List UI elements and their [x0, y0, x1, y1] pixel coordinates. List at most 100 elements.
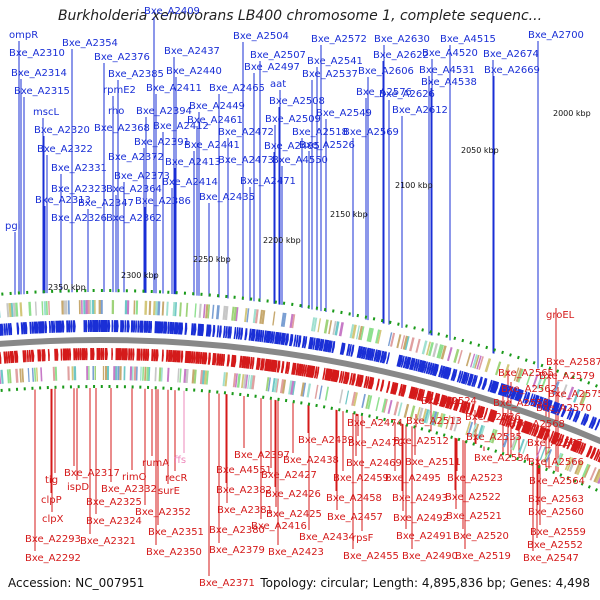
- gene-feature: [313, 366, 318, 379]
- gene-feature: [87, 300, 90, 315]
- tick-mark: [315, 403, 318, 408]
- gene-feature: [369, 348, 374, 361]
- gene-feature: [92, 348, 95, 361]
- tick-mark: [469, 341, 473, 345]
- gene-feature: [419, 360, 425, 373]
- gene-label: Bxe_A2587: [546, 357, 600, 368]
- gene-label: Bxe_A2626: [379, 89, 435, 100]
- gene-label: Bxe_A2455: [343, 551, 399, 562]
- gene-feature: [179, 368, 182, 383]
- gene-feature: [282, 333, 286, 346]
- gene-feature: [314, 384, 319, 399]
- gene-label: Bxe_A2469: [346, 458, 402, 469]
- gene-feature: [246, 308, 250, 323]
- gene-feature: [303, 364, 308, 377]
- gene-feature: [272, 311, 276, 326]
- gene-feature: [505, 414, 511, 427]
- gene-label: Bxe_A2566: [528, 457, 584, 468]
- gene-label: Bxe_A2364: [106, 184, 162, 195]
- gene-feature: [473, 423, 480, 438]
- gene-feature: [7, 323, 11, 336]
- gene-label: Bxe_A2560: [528, 507, 584, 518]
- gene-feature: [505, 385, 512, 398]
- gene-feature: [106, 366, 110, 381]
- gene-label: Bxe_A2572: [311, 34, 367, 45]
- gene-feature: [308, 336, 313, 350]
- gene-feature: [403, 403, 410, 418]
- gene-feature: [503, 363, 510, 378]
- gene-feature: [357, 374, 362, 387]
- gene-feature: [502, 433, 510, 448]
- gene-feature: [61, 300, 64, 315]
- gene-label: Bxe_A2371: [199, 578, 255, 589]
- gene-feature: [590, 417, 597, 430]
- gene-label: Bxe_A2373: [114, 171, 170, 182]
- gene-feature: [100, 300, 103, 315]
- kbp-label: 2050 kbp: [461, 146, 499, 155]
- gene-feature: [550, 431, 557, 444]
- gene-feature: [355, 374, 360, 387]
- gene-feature: [89, 300, 92, 315]
- gene-feature: [161, 301, 165, 316]
- gene-feature: [499, 383, 506, 396]
- gene-feature: [166, 367, 170, 382]
- gene-feature: [484, 358, 492, 373]
- tick-mark: [566, 476, 570, 480]
- gene-feature: [554, 432, 561, 445]
- gene-feature: [550, 401, 557, 414]
- gene-feature: [543, 448, 550, 462]
- gene-feature: [311, 365, 316, 379]
- gene-feature: [192, 323, 197, 336]
- gene-label: Bxe_A2391: [134, 137, 190, 148]
- gene-feature: [440, 345, 447, 360]
- gene-feature: [487, 379, 493, 392]
- gene-feature: [119, 366, 122, 381]
- gene-feature: [334, 321, 340, 336]
- gene-feature: [126, 320, 130, 333]
- tick-mark: [552, 470, 556, 474]
- gene-feature: [211, 304, 215, 319]
- tick-mark: [383, 417, 386, 422]
- gene-feature: [427, 362, 433, 375]
- gene-feature: [501, 413, 507, 426]
- gene-feature: [406, 357, 412, 370]
- gene-feature: [6, 369, 10, 384]
- tick-mark: [594, 488, 598, 492]
- tick-mark: [375, 416, 379, 420]
- gene-feature: [449, 397, 455, 410]
- gene-label: ffs: [174, 455, 186, 466]
- gene-feature: [465, 421, 471, 436]
- gene-feature: [15, 368, 19, 383]
- gene-feature: [477, 424, 484, 439]
- gene-feature: [170, 349, 173, 363]
- gene-feature: [111, 348, 114, 361]
- gene-feature: [131, 366, 134, 381]
- gene-label: Bxe_A2434: [299, 532, 355, 543]
- gene-feature: [19, 368, 22, 383]
- gene-feature: [185, 368, 189, 384]
- gene-feature: [9, 351, 13, 364]
- gene-label: Bxe_A2459: [333, 473, 389, 484]
- gene-feature: [421, 408, 428, 423]
- gene-feature: [552, 402, 559, 415]
- gene-feature: [560, 405, 567, 418]
- gene-feature: [360, 326, 365, 341]
- gene-feature: [215, 305, 220, 320]
- gene-label: Bxe_A4531: [419, 65, 475, 76]
- gene-feature: [593, 448, 600, 461]
- gene-feature: [428, 391, 434, 404]
- gene-feature: [359, 375, 364, 388]
- tick-mark: [571, 375, 575, 379]
- gene-feature: [424, 390, 431, 403]
- gene-feature: [423, 409, 430, 424]
- gene-label: Bxe_A2536: [465, 412, 521, 423]
- gene-feature: [436, 344, 443, 359]
- kbp-label: 2300 kbp: [121, 271, 159, 280]
- gene-feature: [63, 300, 67, 315]
- tick-mark: [457, 437, 461, 442]
- gene-feature: [479, 425, 486, 440]
- gene-feature: [72, 320, 76, 333]
- footer: Accession: NC_007951 Topology: circular;…: [0, 576, 600, 596]
- gene-feature: [445, 415, 451, 430]
- gene-feature: [310, 337, 314, 350]
